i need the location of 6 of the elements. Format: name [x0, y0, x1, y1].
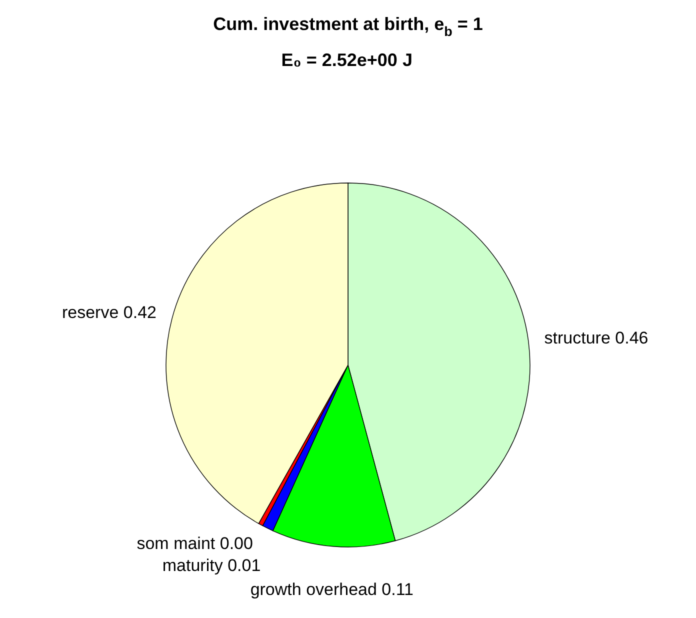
- chart-subtitle: E₀ = 2.52e+00 J: [281, 50, 412, 70]
- slice-label: som maint 0.00: [136, 534, 253, 553]
- slice-label: structure 0.46: [544, 328, 648, 348]
- slice-label: growth overhead 0.11: [250, 580, 414, 599]
- slice-label: reserve 0.42: [62, 303, 156, 322]
- slice-label: maturity 0.01: [162, 556, 261, 575]
